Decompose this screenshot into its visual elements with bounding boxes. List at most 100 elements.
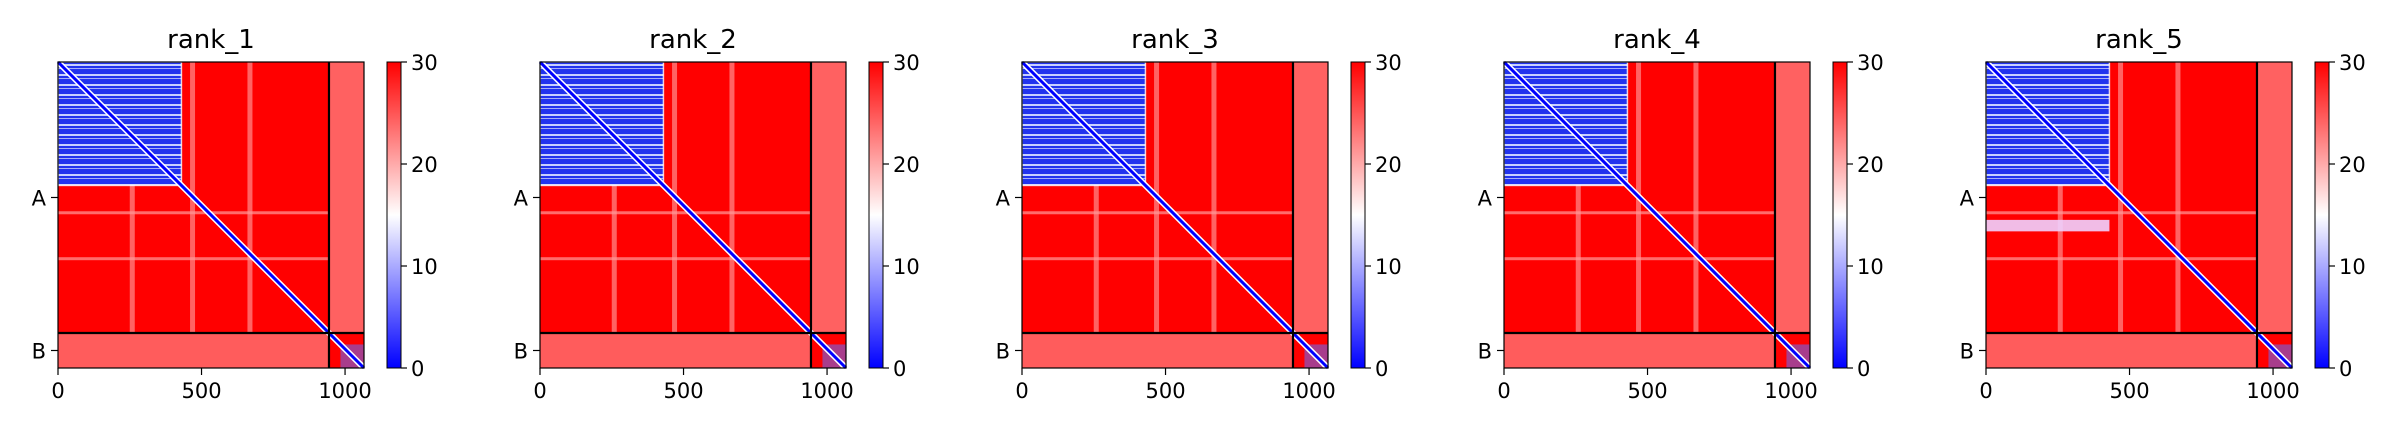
x-tick-label: 500 [663, 379, 703, 403]
x-tick-label: 1000 [1764, 379, 1817, 403]
heatmap-streak [2175, 62, 2181, 333]
colorbar-tick-label: 0 [1375, 357, 1388, 381]
x-tick-label: 1000 [800, 379, 853, 403]
chain-label: A [32, 186, 47, 210]
interchain-region [1504, 332, 1775, 368]
x-tick-label: 0 [1497, 379, 1510, 403]
x-tick-label: 500 [1627, 379, 1667, 403]
heatmap-streak [2057, 62, 2063, 333]
interchain-region [58, 332, 329, 368]
heatmap-streak [1986, 257, 2257, 261]
colorbar-tick-label: 20 [1375, 153, 1402, 177]
colorbar-tick-label: 10 [411, 255, 438, 279]
x-tick-label: 500 [181, 379, 221, 403]
diagonal-line [538, 60, 848, 370]
x-tick-label: 500 [1145, 379, 1185, 403]
colorbar [868, 61, 884, 369]
heatmap-streak [540, 211, 811, 215]
colorbar-tick-label: 20 [411, 153, 438, 177]
x-tick-label: 1000 [1282, 379, 1335, 403]
diagonal-line [1984, 60, 2294, 370]
chain-label: A [996, 186, 1011, 210]
panel-title: rank_1 [167, 25, 255, 55]
interchain-region [540, 332, 811, 368]
colorbar-tick-label: 20 [893, 153, 920, 177]
heatmap-streak [1986, 211, 2257, 215]
heatmap-streak [58, 257, 329, 261]
heatmap-streak [58, 211, 329, 215]
axes-frame [1021, 61, 1329, 369]
diagonal-line [1502, 60, 1812, 370]
heatmap-streak [1693, 62, 1699, 333]
x-tick-label: 0 [1979, 379, 1992, 403]
panel-title: rank_5 [2095, 25, 2183, 55]
interchain-region [328, 62, 364, 333]
chain-label: B [514, 339, 528, 363]
interchain-region [2256, 62, 2292, 333]
x-tick-label: 0 [1015, 379, 1028, 403]
colorbar-tick-label: 30 [2339, 51, 2366, 75]
chain-label: A [1960, 186, 1975, 210]
axes-frame [57, 61, 365, 369]
heatmap-streak [1504, 257, 1775, 261]
colorbar-tick-label: 10 [2339, 255, 2366, 279]
chain-label: B [1478, 339, 1492, 363]
colorbar-tick-label: 20 [1857, 153, 1884, 177]
interchain-region [1022, 332, 1293, 368]
colorbar-tick-label: 0 [2339, 357, 2352, 381]
heatmap-streak [1022, 257, 1293, 261]
heatmap-streak [1211, 62, 1217, 333]
heatmap-streak [611, 62, 617, 333]
x-tick-label: 1000 [2246, 379, 2299, 403]
heatmap-streak [1575, 62, 1581, 333]
colorbar-tick-label: 0 [1857, 357, 1870, 381]
interchain-region [1774, 62, 1810, 333]
colorbar [386, 61, 402, 369]
colorbar [1350, 61, 1366, 369]
chain-label: B [32, 339, 46, 363]
diagonal-line [1020, 60, 1330, 370]
colorbar-tick-label: 0 [411, 357, 424, 381]
heatmap-streak [1022, 211, 1293, 215]
heatmap-streak [247, 62, 253, 333]
diagonal-line [56, 60, 366, 370]
colorbar [2314, 61, 2330, 369]
interchain-region [1986, 332, 2257, 368]
axes-frame [539, 61, 847, 369]
axes-frame [1985, 61, 2293, 369]
heatmap-streak [1093, 62, 1099, 333]
colorbar-tick-label: 30 [411, 51, 438, 75]
heatmap-streak [540, 257, 811, 261]
colorbar-tick-label: 30 [893, 51, 920, 75]
chain-label: B [996, 339, 1010, 363]
interchain-region [1292, 62, 1328, 333]
x-tick-label: 0 [533, 379, 546, 403]
panel-title: rank_4 [1613, 25, 1701, 55]
colorbar-tick-label: 10 [1375, 255, 1402, 279]
chain-label: A [514, 186, 529, 210]
colorbar-tick-label: 10 [1857, 255, 1884, 279]
colorbar-tick-label: 0 [893, 357, 906, 381]
heatmap-streak [129, 62, 135, 333]
heatmap-streak [729, 62, 735, 333]
interchain-region [810, 62, 846, 333]
x-tick-label: 1000 [318, 379, 371, 403]
axes-frame [1503, 61, 1811, 369]
colorbar-tick-label: 20 [2339, 153, 2366, 177]
panel-title: rank_3 [1131, 25, 1219, 55]
colorbar-tick-label: 30 [1375, 51, 1402, 75]
colorbar [1832, 61, 1848, 369]
chain-label: A [1478, 186, 1493, 210]
colorbar-tick-label: 10 [893, 255, 920, 279]
x-tick-label: 500 [2109, 379, 2149, 403]
chain-label: B [1960, 339, 1974, 363]
heatmap-streak [1504, 211, 1775, 215]
x-tick-label: 0 [51, 379, 64, 403]
panel-title: rank_2 [649, 25, 737, 55]
